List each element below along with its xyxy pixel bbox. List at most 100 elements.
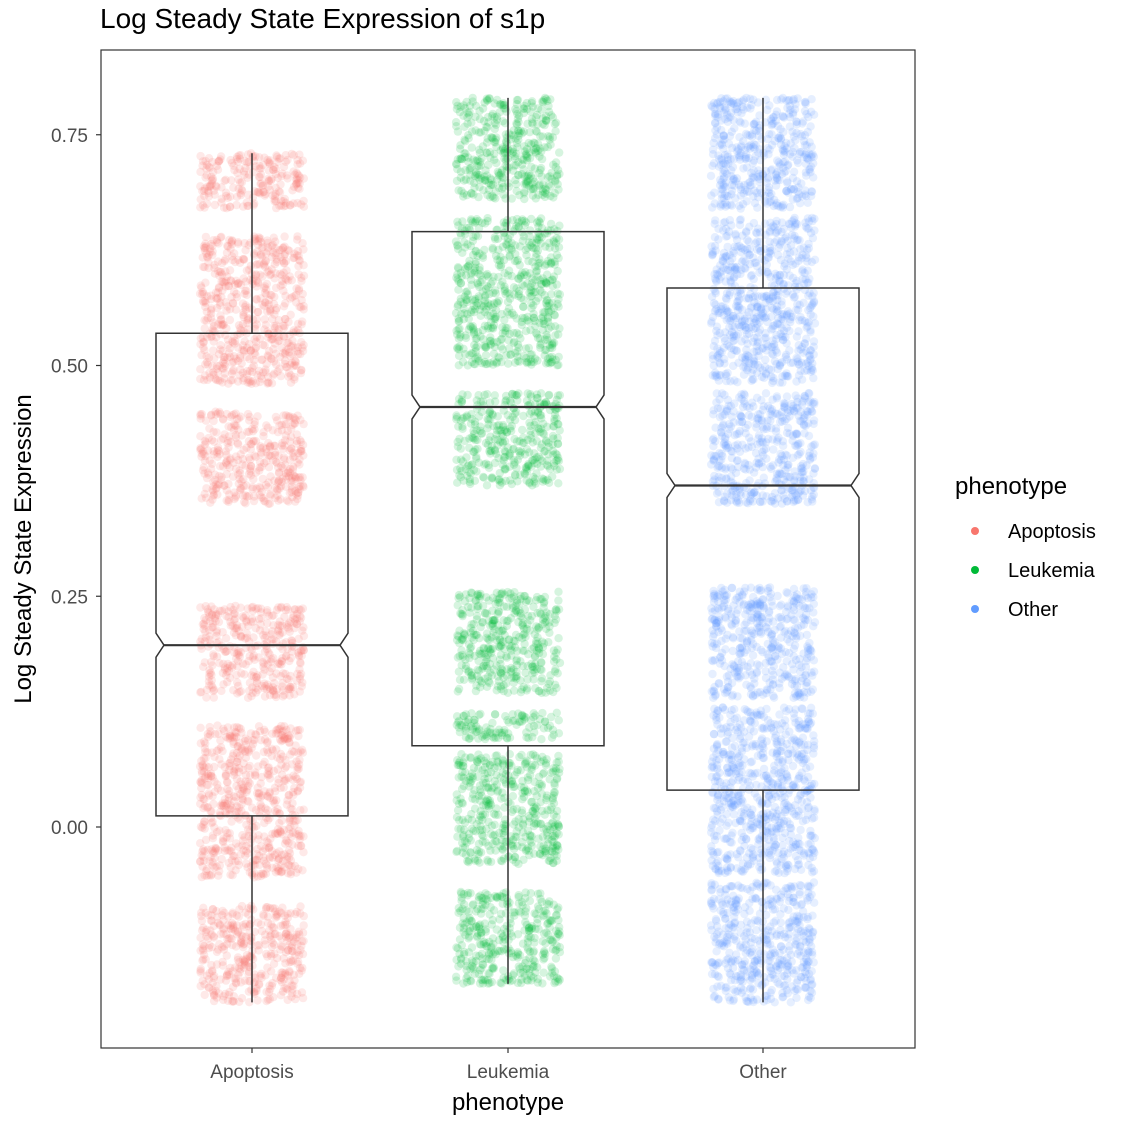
data-point xyxy=(286,823,295,832)
data-point xyxy=(269,940,279,949)
data-point xyxy=(500,465,509,474)
data-point xyxy=(239,785,249,794)
data-point xyxy=(265,451,275,460)
data-point xyxy=(234,784,243,794)
data-point xyxy=(489,962,498,972)
data-point xyxy=(542,899,552,908)
data-point xyxy=(224,734,233,743)
data-point xyxy=(265,852,274,862)
data-point xyxy=(197,911,206,921)
data-point xyxy=(231,974,241,983)
data-point xyxy=(483,214,492,223)
data-point xyxy=(262,359,271,369)
data-point xyxy=(281,756,290,765)
data-point xyxy=(225,987,234,997)
data-point xyxy=(210,777,219,786)
data-point xyxy=(261,930,270,939)
data-point xyxy=(548,431,558,441)
data-point xyxy=(276,783,285,793)
data-point xyxy=(258,760,268,769)
data-point xyxy=(202,780,212,790)
data-point xyxy=(239,940,248,949)
data-point xyxy=(220,908,229,918)
data-point xyxy=(197,790,206,800)
data-point xyxy=(280,764,290,773)
data-point xyxy=(219,929,228,938)
data-point xyxy=(282,984,291,993)
data-point xyxy=(196,966,205,975)
data-point xyxy=(244,910,253,919)
data-point xyxy=(294,927,304,936)
data-point xyxy=(241,771,251,780)
data-point xyxy=(215,659,224,668)
data-point xyxy=(267,967,276,976)
data-point xyxy=(222,971,231,981)
data-point xyxy=(275,847,284,856)
data-point xyxy=(498,588,507,597)
data-point xyxy=(281,299,290,308)
data-point xyxy=(273,866,283,876)
data-point xyxy=(240,956,250,965)
data-point xyxy=(212,827,222,837)
data-point xyxy=(277,868,286,877)
data-point xyxy=(196,777,205,786)
data-point xyxy=(236,790,245,799)
data-point xyxy=(250,977,260,987)
data-point xyxy=(297,988,307,997)
data-point xyxy=(241,919,250,929)
data-point xyxy=(280,735,289,744)
data-point xyxy=(250,855,260,865)
data-point xyxy=(235,957,244,967)
data-point xyxy=(285,977,294,986)
data-point xyxy=(224,790,233,799)
data-point xyxy=(286,804,295,813)
data-point xyxy=(546,226,555,235)
data-point xyxy=(261,904,271,914)
data-point xyxy=(292,774,302,784)
data-point xyxy=(264,838,273,848)
data-point xyxy=(507,932,517,941)
data-point xyxy=(522,964,531,973)
data-point xyxy=(551,954,561,963)
data-point xyxy=(545,916,554,925)
data-point xyxy=(238,792,247,801)
data-point xyxy=(272,863,281,872)
data-point xyxy=(223,778,232,787)
data-point xyxy=(259,747,269,757)
data-point xyxy=(269,299,279,309)
data-point xyxy=(201,927,211,937)
data-point xyxy=(459,299,468,308)
data-point xyxy=(296,902,305,911)
data-point xyxy=(272,911,281,920)
data-point xyxy=(204,983,214,992)
data-point xyxy=(203,375,212,385)
data-point xyxy=(512,596,522,605)
data-point xyxy=(462,223,471,233)
data-point xyxy=(259,853,268,862)
data-point xyxy=(253,941,262,950)
data-point xyxy=(265,650,274,659)
data-point xyxy=(206,853,215,862)
data-point xyxy=(475,785,485,794)
data-point xyxy=(278,903,287,912)
data-point xyxy=(297,338,306,347)
data-point xyxy=(278,752,287,761)
data-point xyxy=(212,631,221,641)
data-point xyxy=(548,440,557,449)
data-point xyxy=(237,807,246,816)
data-point xyxy=(231,942,241,951)
data-point xyxy=(528,807,537,816)
data-point xyxy=(241,491,250,500)
data-point xyxy=(239,759,248,768)
data-point xyxy=(256,800,265,809)
data-point xyxy=(260,302,269,311)
data-point xyxy=(466,479,475,489)
data-point xyxy=(268,978,277,988)
data-point xyxy=(255,172,264,182)
data-point xyxy=(209,762,219,772)
data-point xyxy=(464,856,474,865)
data-point xyxy=(220,430,229,439)
data-point xyxy=(199,950,209,959)
data-point xyxy=(229,997,238,1006)
data-point xyxy=(238,921,248,930)
